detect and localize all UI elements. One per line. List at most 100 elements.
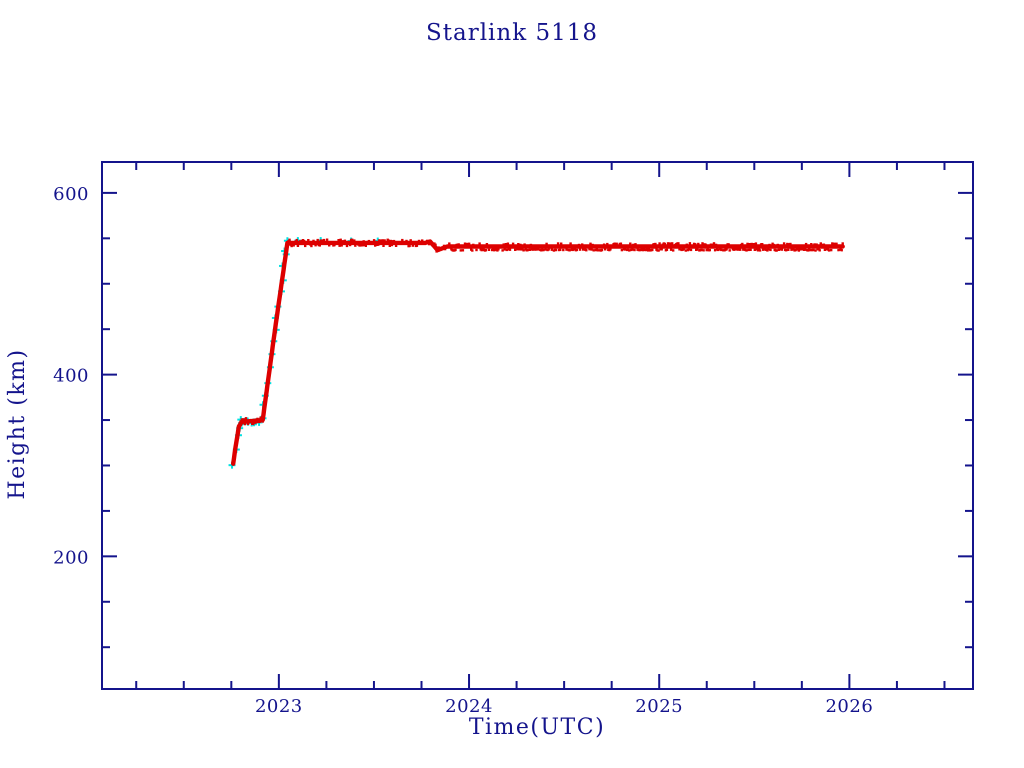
data-point (550, 248, 553, 251)
data-point (304, 244, 307, 248)
data-point (318, 244, 321, 247)
data-point (433, 242, 436, 245)
data-point (728, 249, 731, 252)
data-point (516, 248, 519, 251)
data-point (577, 243, 581, 247)
data-point (379, 239, 382, 242)
data-point (754, 242, 758, 245)
data-point (387, 239, 390, 242)
data-point (694, 243, 697, 246)
data-point (727, 243, 730, 246)
data-point (282, 268, 285, 271)
data-point (634, 243, 637, 246)
data-point (529, 243, 533, 247)
data-point (689, 248, 693, 252)
y-tick-label: 400 (53, 366, 89, 387)
data-point (685, 243, 688, 246)
data-point (401, 238, 404, 242)
data-point (448, 242, 451, 245)
x-axis: 2023 2024 2025 2026 (135, 162, 946, 717)
data-point (409, 239, 412, 242)
data-point (472, 243, 475, 247)
data-point (672, 249, 675, 252)
data-point (775, 249, 778, 252)
data-point (442, 244, 446, 248)
data-point (485, 243, 489, 246)
data-point (238, 421, 242, 425)
data-point (276, 303, 280, 307)
data-point (484, 249, 488, 252)
data-point (461, 249, 465, 252)
data-point (465, 242, 469, 246)
data-point (609, 248, 612, 251)
data-point (803, 248, 807, 251)
data-point (585, 249, 588, 252)
data-point (372, 239, 376, 242)
data-point (753, 248, 756, 251)
data-point (789, 242, 792, 246)
data-point (270, 348, 274, 351)
data-point (688, 242, 692, 245)
data-point (502, 243, 505, 246)
data-point (437, 246, 440, 249)
data-point (629, 242, 632, 245)
data-point (562, 248, 565, 252)
data-point (835, 242, 838, 245)
data-point (804, 242, 808, 246)
data-point (663, 242, 666, 246)
data-point (819, 242, 822, 245)
data-point (820, 243, 823, 247)
data-point (298, 240, 302, 243)
data-point (243, 422, 247, 426)
data-point (654, 242, 657, 246)
data-point (720, 248, 723, 252)
data-point (602, 243, 606, 246)
data-point (628, 249, 631, 252)
data-point (295, 238, 298, 242)
data-point (748, 243, 751, 246)
plot-border (101, 161, 974, 690)
data-point (307, 239, 310, 242)
data-point (809, 248, 812, 252)
data-point (631, 248, 634, 251)
data-point (619, 242, 623, 245)
data-point (732, 248, 736, 251)
data-point (702, 249, 705, 252)
data-point (244, 417, 248, 420)
data-point (367, 239, 371, 243)
data-point (501, 249, 504, 252)
data-point (604, 248, 607, 251)
y-axis: 200 400 600 (53, 184, 973, 649)
data-point (435, 250, 438, 253)
x-tick-label: 2026 (825, 696, 873, 717)
data-point (345, 244, 349, 248)
data-point (684, 249, 687, 252)
data-point (741, 242, 744, 246)
data-point (240, 418, 243, 421)
y-tick-label: 600 (53, 184, 89, 205)
data-point (288, 238, 291, 241)
data-point (302, 240, 306, 243)
data-point (665, 248, 669, 251)
data-point (560, 242, 563, 245)
data-point (390, 243, 394, 247)
data-point (547, 248, 550, 251)
data-point (613, 242, 616, 245)
data-point (508, 248, 512, 251)
data-point (256, 417, 259, 421)
x-tick-label: 2023 (255, 696, 303, 717)
data-point (714, 243, 718, 247)
data-point (280, 287, 283, 291)
data-point (427, 242, 431, 246)
data-point (545, 242, 548, 246)
data-point (389, 239, 392, 243)
data-point (361, 244, 364, 247)
data-point (813, 243, 816, 246)
data-point (421, 239, 424, 242)
data-point (503, 248, 506, 251)
data-point (405, 239, 408, 243)
data-point (471, 249, 474, 252)
data-point (296, 244, 300, 247)
series-cyan-markers (228, 237, 382, 469)
data-point (606, 242, 609, 246)
